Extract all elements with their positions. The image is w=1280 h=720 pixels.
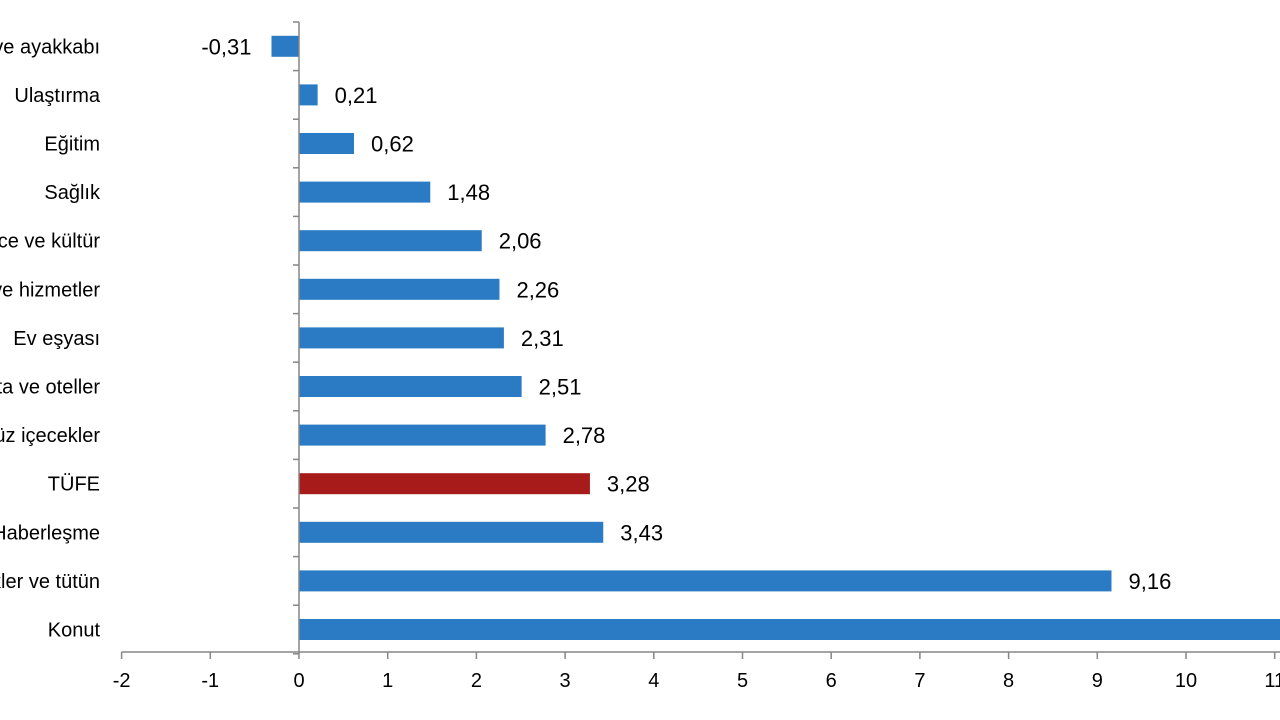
x-tick-label: 4: [648, 670, 659, 692]
bar-haberlesme: [299, 521, 604, 543]
value-label-lokanta-ve-oteller: 2,51: [539, 375, 582, 400]
bar-saglik: [299, 181, 431, 203]
category-label-giyim-ve-ayakkabi: Giyim ve ayakkabı: [0, 36, 100, 58]
value-label-tufe: 3,28: [607, 472, 650, 497]
bar-alkollu-icecekler-ve-tutun: [299, 570, 1112, 592]
bar-giyim-ve-ayakkabi: [271, 35, 299, 57]
value-label-cesitli-mal-ve-hizmetler: 2,26: [516, 277, 559, 302]
value-label-eglence-ve-kultur: 2,06: [499, 229, 542, 254]
value-labels-layer: -0,31 0,21 0,62 1,48 2,06 2,26 2,31 2,51 2,783,2…: [201, 34, 1171, 594]
category-label-ulastirma: Ulaştırma: [14, 85, 100, 107]
category-label-ev-esyasi: Ev eşyası: [13, 328, 100, 350]
category-label-gida-ve-alkolsuz-icecekler: Gıda ve alkolsüz içecekler: [0, 425, 100, 447]
value-label-egitim: 0,62: [371, 132, 414, 157]
category-label-haberlesme: Haberleşme: [0, 522, 100, 544]
bars-layer: [271, 35, 1280, 640]
x-tick-label: 2: [471, 670, 482, 692]
category-labels-layer: Giyim ve ayakkabı Ulaştırma Eğitim Sağlık Eğ…: [0, 36, 101, 641]
category-label-konut: Konut: [48, 620, 101, 642]
value-label-ev-esyasi: 2,31: [521, 326, 564, 351]
x-tick-label: 11: [1264, 670, 1280, 692]
x-tick-label: 0: [293, 670, 304, 692]
x-tick-label: 10: [1175, 670, 1197, 692]
category-label-lokanta-ve-oteller: Lokanta ve oteller: [0, 377, 100, 399]
y-ticks-layer: [293, 21, 299, 655]
category-label-alkollu-icecekler-ve-tutun: Alkollü içecekler ve tütün: [0, 571, 100, 593]
value-label-haberlesme: 3,43: [620, 520, 663, 545]
x-tick-label: 1: [382, 670, 393, 692]
x-tick-label: 9: [1092, 670, 1103, 692]
bar-cesitli-mal-ve-hizmetler: [299, 278, 500, 300]
x-tick-label: 5: [737, 670, 748, 692]
x-tick-label: -1: [201, 670, 219, 692]
x-tick-label: 6: [826, 670, 837, 692]
x-tick-label: 7: [914, 670, 925, 692]
bar-ulastirma: [299, 84, 318, 106]
value-label-ulastirma: 0,21: [335, 83, 378, 108]
bar-gida-ve-alkolsuz-icecekler: [299, 424, 546, 446]
category-label-saglik: Sağlık: [44, 182, 101, 204]
x-tick-label: -2: [113, 670, 131, 692]
bar-tufe: [299, 473, 590, 495]
x-tick-label: 3: [560, 670, 571, 692]
category-label-tufe: TÜFE: [48, 474, 100, 496]
x-tick-label: 8: [1003, 670, 1014, 692]
bar-konut: [299, 619, 1280, 640]
category-label-egitim: Eğitim: [44, 134, 100, 156]
category-label-cesitli-mal-ve-hizmetler: Çeşitli mal ve hizmetler: [0, 279, 100, 301]
category-label-eglence-ve-kultur: Eğlence ve kültür: [0, 231, 100, 253]
value-label-gida-ve-alkolsuz-icecekler: 2,78: [563, 423, 606, 448]
value-label-giyim-ve-ayakkabi: -0,31: [201, 34, 251, 59]
value-label-alkollu-icecekler-ve-tutun: 9,16: [1128, 569, 1171, 594]
bar-lokanta-ve-oteller: [299, 376, 522, 397]
bar-ev-esyasi: [299, 327, 504, 349]
x-ticks-layer: -2 -1 0 1 2 3 4 5 6 7 8 9 10 11: [113, 652, 1280, 692]
bar-eglence-ve-kultur: [299, 230, 482, 252]
bar-egitim: [299, 133, 354, 154]
value-label-saglik: 1,48: [447, 180, 490, 205]
